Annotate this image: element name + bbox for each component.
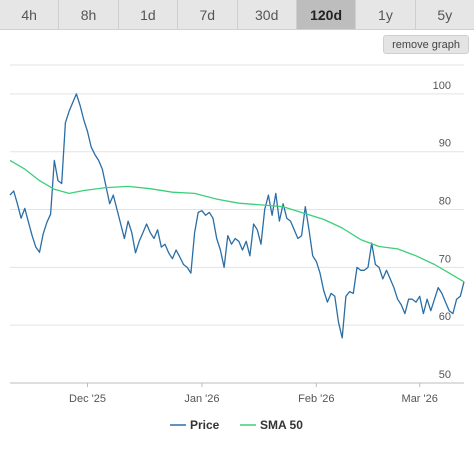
tab-8h[interactable]: 8h — [59, 0, 119, 29]
tab-7d[interactable]: 7d — [178, 0, 238, 29]
price-series-line — [9, 93, 465, 339]
tab-5y[interactable]: 5y — [437, 6, 453, 23]
x-tick-label: Feb '26 — [298, 393, 334, 405]
y-tick-label: 70 — [439, 253, 451, 265]
chart-grid — [10, 64, 464, 384]
y-tick-label: 100 — [433, 80, 451, 92]
x-tick-label: Dec '25 — [69, 393, 106, 405]
x-tick-label: Mar '26 — [402, 393, 438, 405]
tab-4h[interactable]: 4h — [0, 0, 60, 29]
legend-price-label[interactable]: Price — [190, 418, 220, 432]
y-tick-label: 50 — [439, 369, 451, 381]
x-tick-label: Jan '26 — [184, 393, 219, 405]
tab-30d[interactable]: 30d — [238, 0, 297, 29]
tab-1y[interactable]: 1y — [356, 0, 416, 29]
chart-axes: 50 60 70 80 90 100 Dec '25 Jan '26 Feb '26 Mar '2… — [69, 80, 451, 405]
y-tick-label: 80 — [439, 196, 451, 208]
y-tick-label: 60 — [439, 311, 451, 323]
sma50-series-line — [9, 159, 465, 283]
tab-1d[interactable]: 1d — [119, 0, 179, 29]
chart-series — [9, 93, 465, 339]
tab-120d[interactable]: 120d — [296, 0, 357, 29]
timeframe-tabs: 4h 8h 1d 7d 30d 120d 1y 5y — [0, 0, 474, 30]
chart-legend: Price SMA 50 — [170, 418, 303, 432]
remove-graph-button[interactable]: remove graph — [383, 35, 469, 54]
legend-sma50-label[interactable]: SMA 50 — [260, 418, 303, 432]
y-tick-label: 90 — [439, 138, 451, 150]
